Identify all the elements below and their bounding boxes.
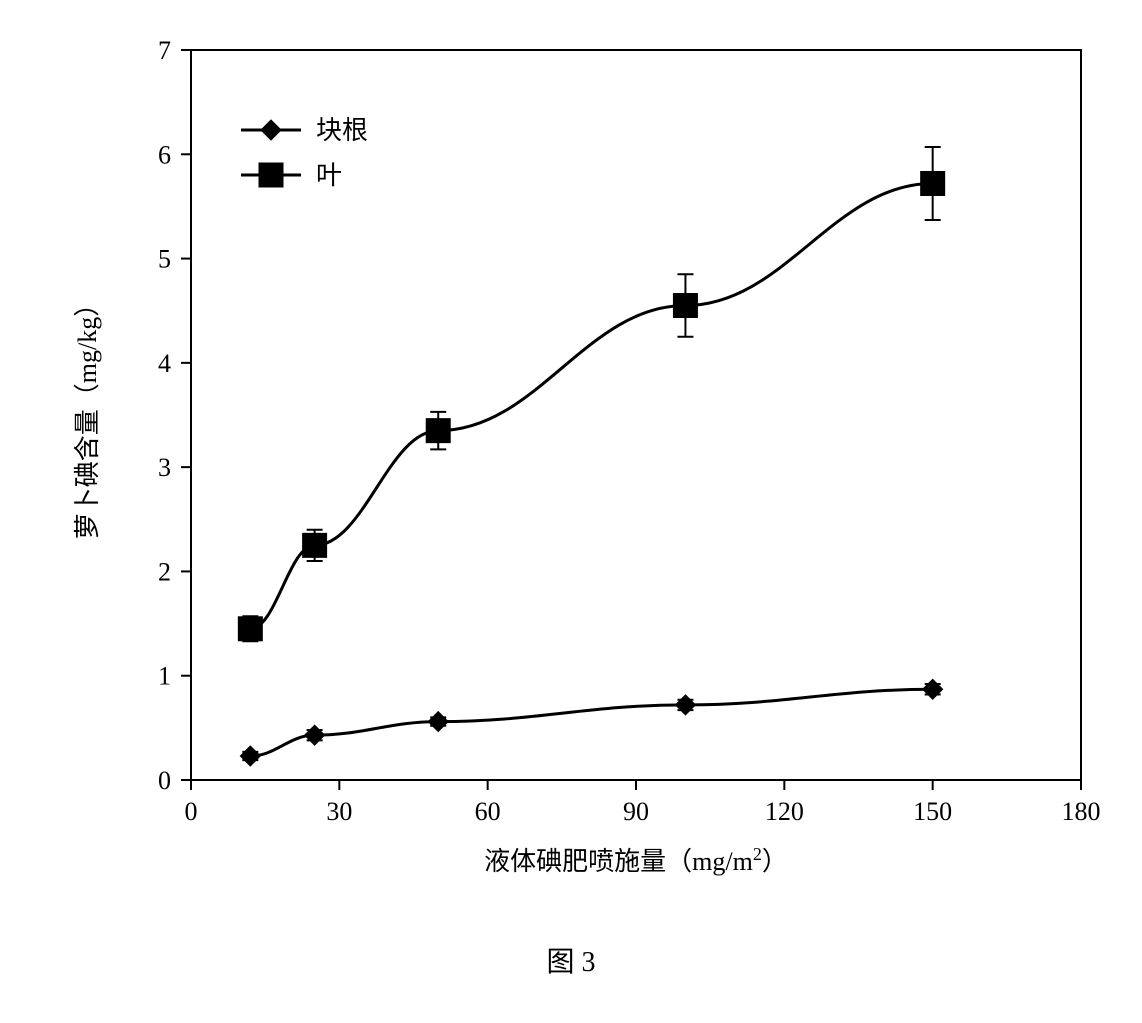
- svg-text:7: 7: [158, 36, 171, 65]
- chart-svg: 0 30 60 90 120 150 180 0 1 2 3 4 5 6 7 萝卜碘含量（mg/kg） 液体碘肥…: [21, 20, 1121, 900]
- svg-text:5: 5: [158, 245, 171, 274]
- svg-text:液体碘肥喷施量（mg/m2）: 液体碘肥喷施量（mg/m2）: [484, 844, 788, 876]
- svg-text:6: 6: [158, 140, 171, 169]
- svg-text:30: 30: [326, 797, 352, 826]
- svg-text:0: 0: [158, 766, 171, 795]
- svg-text:萝卜碘含量（mg/kg）: 萝卜碘含量（mg/kg）: [73, 291, 102, 539]
- chart-container: 0 30 60 90 120 150 180 0 1 2 3 4 5 6 7 萝卜碘含量（mg/kg） 液体碘肥…: [21, 20, 1121, 900]
- svg-text:150: 150: [913, 797, 952, 826]
- svg-text:4: 4: [158, 349, 171, 378]
- svg-text:叶: 叶: [316, 161, 342, 190]
- svg-text:60: 60: [475, 797, 501, 826]
- svg-text:2: 2: [158, 557, 171, 586]
- svg-text:0: 0: [185, 797, 198, 826]
- figure-caption: 图 3: [546, 940, 595, 980]
- svg-text:180: 180: [1062, 797, 1101, 826]
- svg-text:1: 1: [158, 662, 171, 691]
- svg-text:90: 90: [623, 797, 649, 826]
- svg-text:120: 120: [765, 797, 804, 826]
- svg-text:3: 3: [158, 453, 171, 482]
- svg-text:块根: 块根: [316, 116, 368, 145]
